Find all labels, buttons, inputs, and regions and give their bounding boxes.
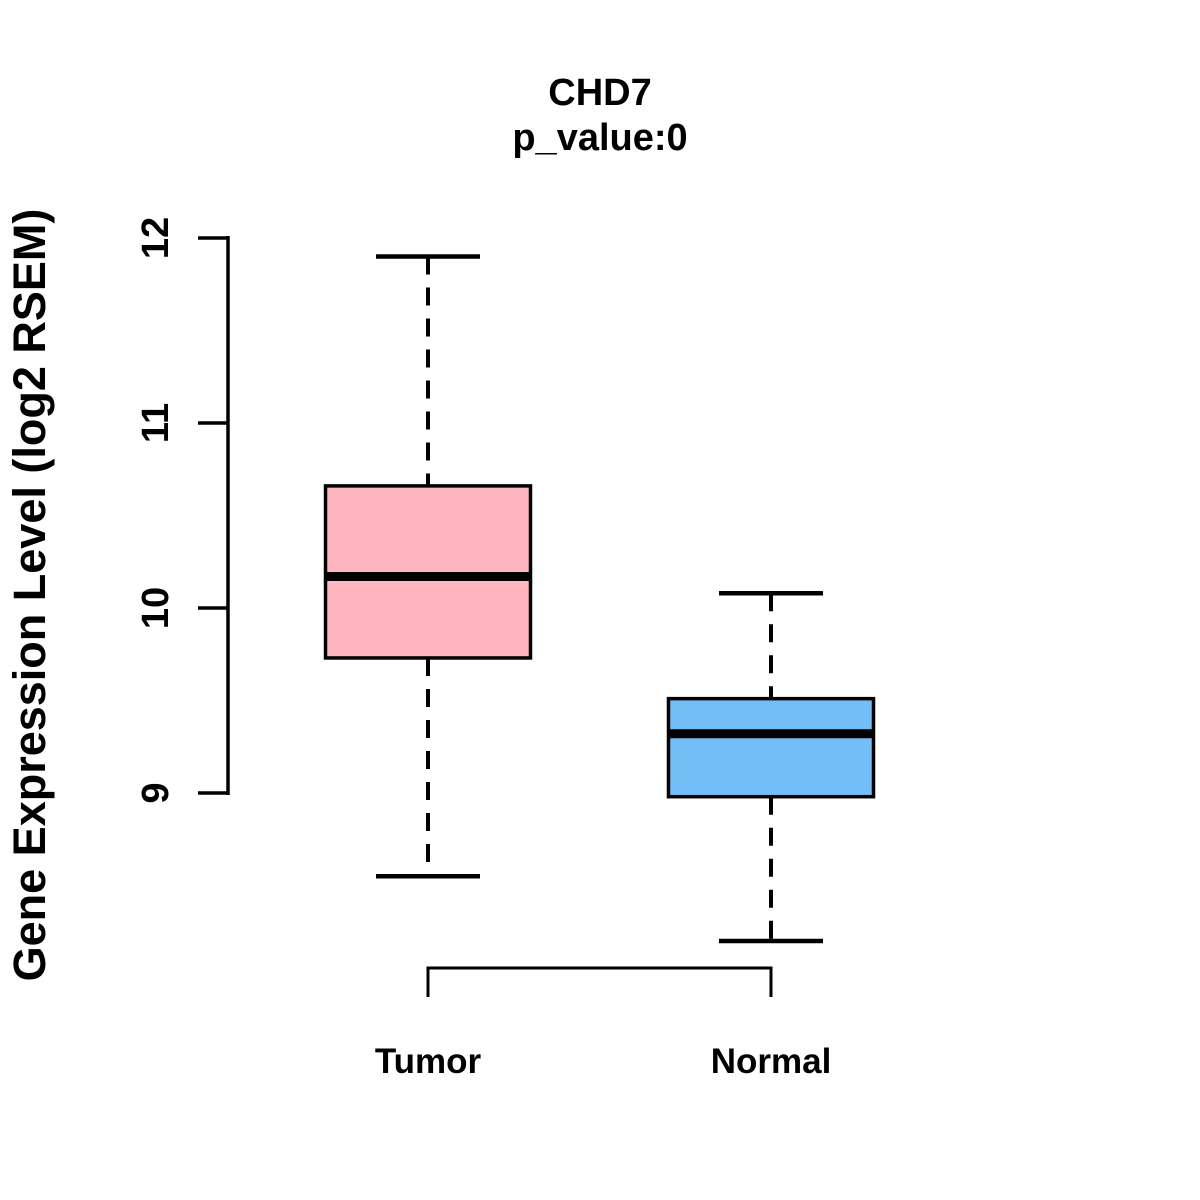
tumor-box — [323, 484, 533, 660]
comparison-bracket — [426, 966, 773, 997]
normal-box — [666, 696, 876, 799]
chart-shapes: 9 10 11 12 — [135, 217, 876, 997]
chart-title: CHD7 — [548, 72, 651, 114]
y-tick-label: 9 — [135, 782, 177, 803]
y-tick-label: 10 — [135, 587, 177, 629]
chart-subtitle: p_value:0 — [512, 117, 687, 159]
y-axis-label: Gene Expression Level (log2 RSEM) — [4, 209, 55, 982]
y-tick-label: 11 — [135, 403, 177, 443]
x-label-tumor: Tumor — [375, 1042, 482, 1081]
y-tick-label: 12 — [135, 217, 177, 259]
x-label-normal: Normal — [711, 1042, 832, 1081]
